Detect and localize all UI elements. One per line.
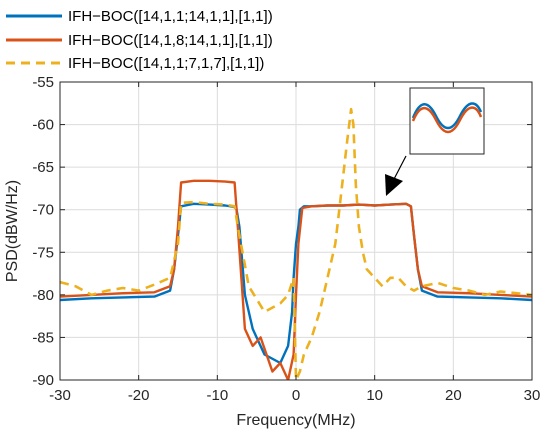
zoom-inset-curve-blue bbox=[411, 102, 483, 130]
legend: IFH−BOC([14,1,1;14,1,1],[1,1]) IFH−BOC([… bbox=[6, 8, 273, 72]
y-tick-label: -60 bbox=[32, 117, 54, 134]
legend-label-3: IFH−BOC([14,1,1;7,1,7],[1,1]) bbox=[68, 55, 264, 72]
x-tick-label: 20 bbox=[445, 387, 462, 404]
x-tick-label: 0 bbox=[292, 387, 300, 404]
y-axis-label: PSD(dBW/Hz) bbox=[4, 180, 21, 282]
y-tick-label: -85 bbox=[32, 329, 54, 346]
zoom-arrow bbox=[385, 155, 407, 196]
x-tick-label: 30 bbox=[524, 387, 541, 404]
legend-item-1: IFH−BOC([14,1,1;14,1,1],[1,1]) bbox=[6, 8, 273, 25]
series-line-2 bbox=[60, 179, 532, 380]
y-tick-label: -70 bbox=[32, 202, 54, 219]
y-tick-label: -75 bbox=[32, 244, 54, 261]
x-tick-label: 10 bbox=[366, 387, 383, 404]
legend-item-2: IFH−BOC([14,1,8;14,1,1],[1,1]) bbox=[6, 32, 273, 49]
y-tick-label: -90 bbox=[32, 372, 54, 389]
y-tick-label: -65 bbox=[32, 159, 54, 176]
legend-item-3: IFH−BOC([14,1,1;7,1,7],[1,1]) bbox=[6, 55, 264, 72]
series-layer bbox=[60, 107, 532, 380]
zoom-arrow-head bbox=[385, 174, 403, 196]
legend-label-1: IFH−BOC([14,1,1;14,1,1],[1,1]) bbox=[68, 8, 273, 25]
y-tick-label: -80 bbox=[32, 287, 54, 304]
y-tick-labels: -55 -60 -65 -70 -75 -80 -85 -90 bbox=[32, 74, 54, 389]
x-axis-label: Frequency(MHz) bbox=[236, 412, 355, 429]
x-tick-label: -10 bbox=[206, 387, 228, 404]
legend-label-2: IFH−BOC([14,1,8;14,1,1],[1,1]) bbox=[68, 32, 273, 49]
zoom-inset-curve-orange bbox=[411, 106, 483, 134]
x-tick-labels: -30 -20 -10 0 10 20 30 bbox=[49, 387, 540, 404]
zoom-arrow-shaft bbox=[392, 155, 407, 182]
y-tick-label: -55 bbox=[32, 74, 54, 91]
ticks bbox=[59, 81, 533, 381]
x-tick-label: -20 bbox=[128, 387, 150, 404]
zoom-inset bbox=[409, 87, 485, 155]
series-line-3 bbox=[60, 107, 532, 380]
x-tick-label: -30 bbox=[49, 387, 71, 404]
zoom-inset-frame bbox=[409, 87, 485, 155]
